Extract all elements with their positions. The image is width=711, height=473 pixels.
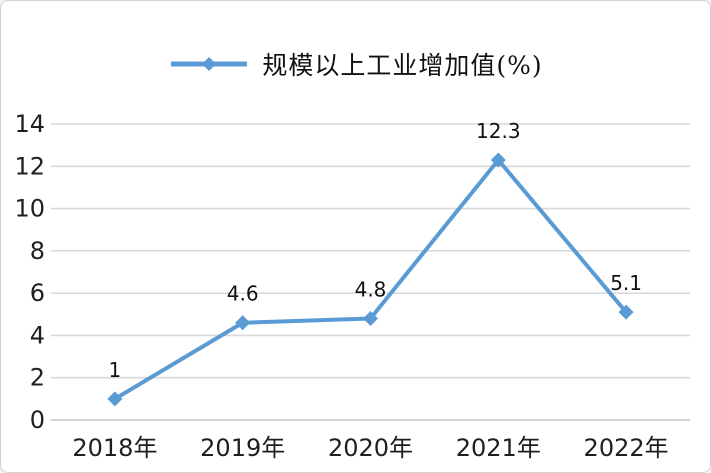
y-axis-tick-label: 4 [30, 321, 45, 349]
data-point-label: 12.3 [476, 119, 521, 143]
y-axis-tick-label: 2 [30, 364, 45, 392]
x-axis-tick-label: 2019年 [200, 434, 285, 462]
y-axis-tick-label: 10 [14, 195, 45, 223]
x-axis-tick-label: 2020年 [328, 434, 413, 462]
data-point-label: 4.8 [355, 278, 387, 302]
data-point-marker [107, 391, 123, 407]
data-point-marker [490, 152, 506, 168]
legend-line-marker-icon [171, 57, 248, 71]
data-point-marker [363, 311, 378, 327]
y-axis-tick-label: 12 [14, 152, 45, 180]
x-axis-tick-label: 2022年 [584, 434, 669, 462]
legend-label: 规模以上工业增加值(%) [262, 51, 543, 80]
data-point-label: 5.1 [610, 271, 642, 295]
y-axis-tick-label: 14 [14, 110, 45, 138]
data-point-marker [235, 315, 251, 331]
data-point-marker [618, 304, 634, 320]
legend: 规模以上工业增加值(%) [1, 45, 710, 83]
y-axis-tick-label: 8 [30, 237, 45, 265]
x-axis-tick-label: 2018年 [72, 434, 157, 462]
y-axis-tick-label: 6 [30, 279, 45, 307]
data-point-label: 4.6 [227, 282, 259, 306]
data-point-label: 1 [109, 358, 122, 382]
y-axis-tick-label: 0 [30, 406, 45, 434]
x-axis-tick-label: 2021年 [456, 434, 541, 462]
